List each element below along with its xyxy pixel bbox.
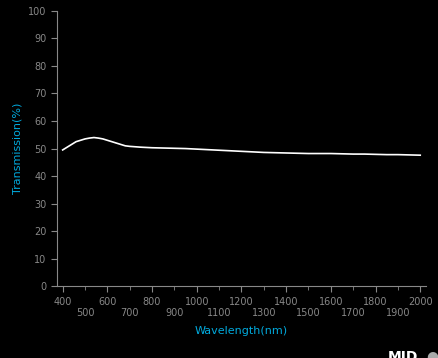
Text: MID: MID [387, 349, 417, 358]
Y-axis label: Transmission(%): Transmission(%) [13, 103, 23, 194]
Text: ●: ● [425, 349, 437, 358]
X-axis label: Wavelength(nm): Wavelength(nm) [194, 326, 287, 336]
